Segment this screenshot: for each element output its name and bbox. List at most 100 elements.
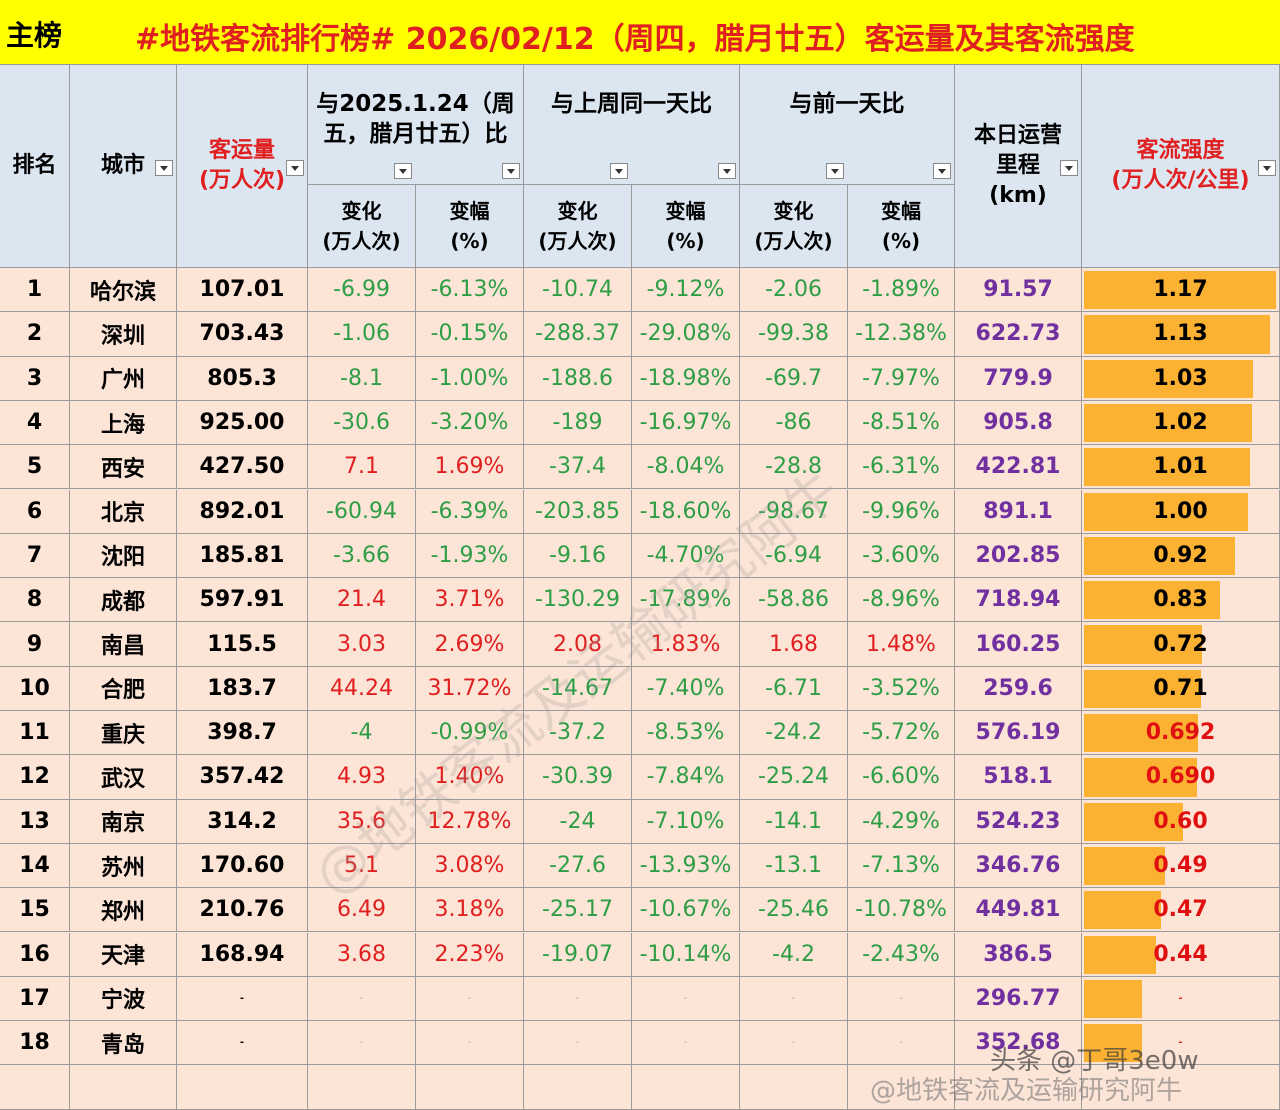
cell: -189 [524, 400, 632, 446]
cell: 352.68 [955, 1021, 1082, 1066]
cell: 183.7 [177, 666, 308, 711]
filter-button[interactable] [394, 163, 412, 179]
watermark: 头条 @丁哥3e0w [990, 1046, 1199, 1076]
cell: 广州 [70, 356, 177, 401]
filter-button[interactable] [1258, 160, 1276, 176]
empty-cell [524, 1065, 632, 1110]
cell: -27.6 [524, 843, 632, 889]
cell: 8 [0, 578, 70, 623]
cell: - [524, 976, 632, 1022]
cell: 13 [0, 799, 70, 844]
cell: 703.43 [177, 312, 308, 357]
filter-button[interactable] [1060, 160, 1078, 176]
cell: -16.97% [632, 400, 740, 446]
cell: -30.6 [308, 400, 416, 446]
cell: 17 [0, 976, 70, 1022]
cell: -6.31% [848, 445, 955, 490]
cell: -3.60% [848, 533, 955, 579]
cell: -13.93% [632, 843, 740, 889]
cell: 4.93 [308, 755, 416, 800]
cell: 1 [0, 268, 70, 313]
cell: -25.17 [524, 888, 632, 933]
cell: 18 [0, 1021, 70, 1066]
cell: -7.97% [848, 356, 955, 401]
cell: 21.4 [308, 578, 416, 623]
filter-button[interactable] [826, 163, 844, 179]
cell: 9 [0, 622, 70, 667]
cell: 12.78% [416, 799, 524, 844]
title: #地铁客流排行榜# 2026/02/12（周四，腊月廿五）客运量及其客流强度 [135, 22, 1135, 57]
cell: 779.9 [955, 356, 1082, 401]
cell: 15 [0, 888, 70, 933]
filter-button[interactable] [933, 163, 951, 179]
cell: - [848, 976, 955, 1022]
cell: - [524, 1021, 632, 1066]
cell: -0.15% [416, 312, 524, 357]
title-bar: 主榜 #地铁客流排行榜# 2026/02/12（周四，腊月廿五）客运量及其客流强… [0, 0, 1280, 65]
cell: -19.07 [524, 932, 632, 977]
empty-cell [177, 1065, 308, 1110]
cell: 115.5 [177, 622, 308, 667]
cell: 16 [0, 932, 70, 977]
cell: 891.1 [955, 489, 1082, 534]
cell: -18.98% [632, 356, 740, 401]
cell: 宁波 [70, 976, 177, 1022]
cell: 718.94 [955, 578, 1082, 623]
intensity-bar [1084, 359, 1254, 398]
cell: 346.76 [955, 843, 1082, 889]
empty-cell [0, 1065, 70, 1110]
cell: -0.99% [416, 711, 524, 756]
cell: -7.84% [632, 755, 740, 800]
cell: -14.67 [524, 666, 632, 711]
cell: - [308, 976, 416, 1022]
cell: - [632, 976, 740, 1022]
cell: -99.38 [740, 312, 848, 357]
cell: 14 [0, 843, 70, 889]
cell: -288.37 [524, 312, 632, 357]
cell: -98.67 [740, 489, 848, 534]
cell: 天津 [70, 932, 177, 977]
cell: -37.2 [524, 711, 632, 756]
filter-button[interactable] [718, 163, 736, 179]
intensity-bar [1084, 846, 1165, 886]
cell: 南昌 [70, 622, 177, 667]
cell: 0.60 [1082, 799, 1280, 844]
cell: 160.25 [955, 622, 1082, 667]
cell: 524.23 [955, 799, 1082, 844]
cell: 1.13 [1082, 312, 1280, 357]
cell: 1.17 [1082, 268, 1280, 313]
cell: 3.68 [308, 932, 416, 977]
tag: 主榜 [6, 19, 63, 52]
intensity-bar [1084, 935, 1157, 974]
cell: 重庆 [70, 711, 177, 756]
cell: 31.72% [416, 666, 524, 711]
cell: 202.85 [955, 533, 1082, 579]
cell: -6.60% [848, 755, 955, 800]
filter-button[interactable] [286, 160, 304, 176]
cell: - [740, 1021, 848, 1066]
filter-button[interactable] [610, 163, 628, 179]
cell: -8.53% [632, 711, 740, 756]
cell: -7.40% [632, 666, 740, 711]
cell: 7 [0, 533, 70, 579]
cell: -4 [308, 711, 416, 756]
cell: 168.94 [177, 932, 308, 977]
intensity-bar [1084, 979, 1142, 1019]
cell: - [632, 1021, 740, 1066]
column-header: 客流强度 (万人次/公里) [1082, 65, 1280, 268]
cell: 3.08% [416, 843, 524, 889]
cell: - [1082, 976, 1280, 1022]
cell: 1.00 [1082, 489, 1280, 534]
sub-header: 变化 (万人次) [524, 185, 632, 268]
cell: 0.92 [1082, 533, 1280, 579]
cell: 905.8 [955, 400, 1082, 446]
cell: 314.2 [177, 799, 308, 844]
filter-button[interactable] [502, 163, 520, 179]
cell: -10.78% [848, 888, 955, 933]
cell: 7.1 [308, 445, 416, 490]
cell: -4.29% [848, 799, 955, 844]
cell: 10 [0, 666, 70, 711]
cell: -188.6 [524, 356, 632, 401]
cell: -8.51% [848, 400, 955, 446]
filter-button[interactable] [155, 160, 173, 176]
